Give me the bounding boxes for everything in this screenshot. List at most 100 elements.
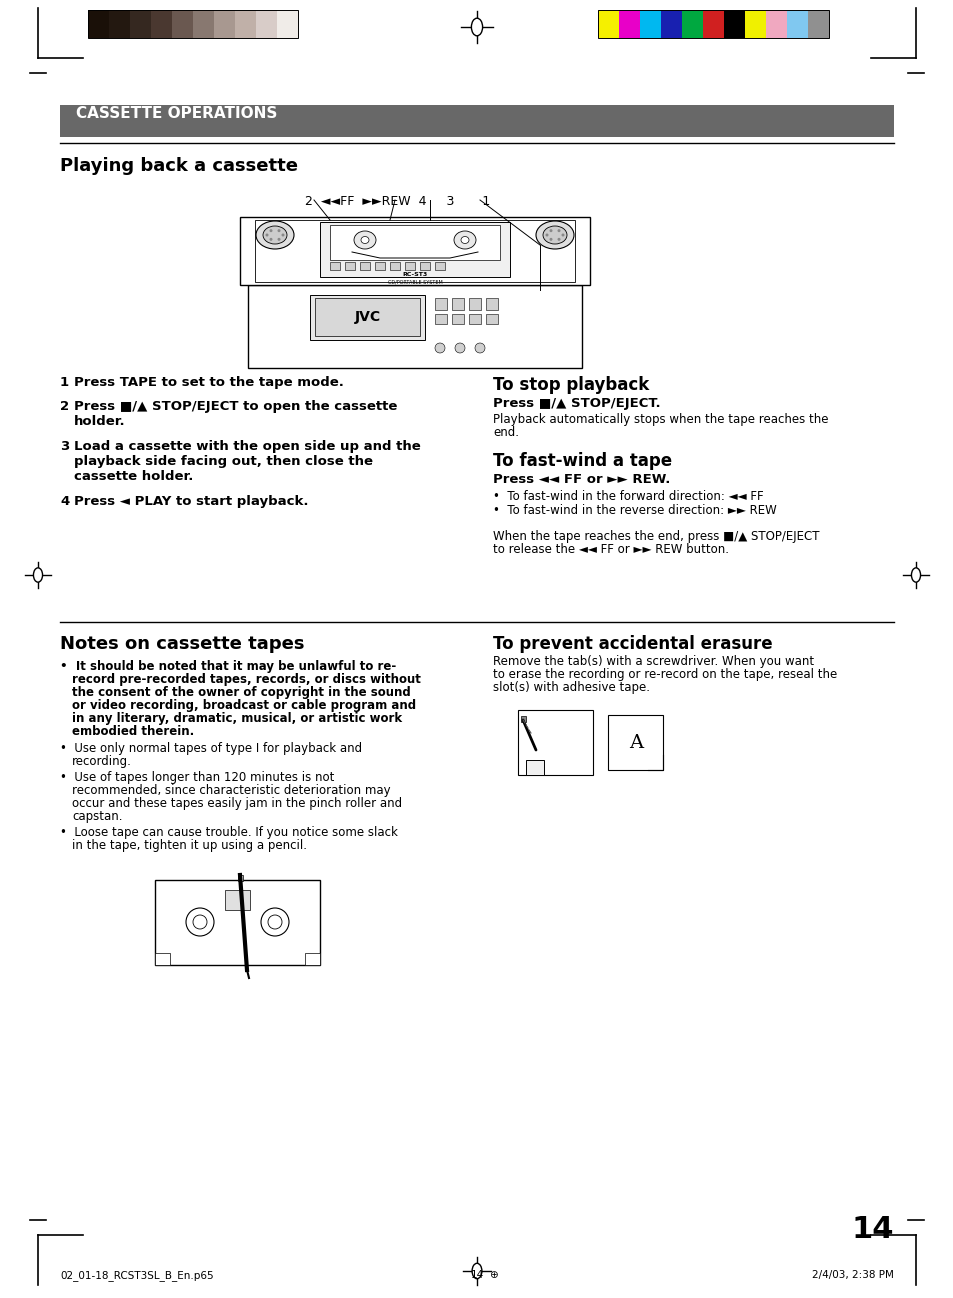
Bar — [607, 715, 662, 770]
Bar — [469, 299, 480, 310]
Bar — [435, 262, 444, 270]
Bar — [255, 10, 276, 38]
Bar — [359, 262, 370, 270]
Bar — [345, 262, 355, 270]
Bar — [319, 222, 510, 276]
Text: CD/PORTABLE SYSTEM: CD/PORTABLE SYSTEM — [387, 279, 442, 284]
Text: Press ◄◄ FF or ►► REW.: Press ◄◄ FF or ►► REW. — [493, 472, 670, 485]
Text: or video recording, broadcast or cable program and: or video recording, broadcast or cable p… — [71, 700, 416, 713]
Bar — [390, 262, 399, 270]
Ellipse shape — [472, 1263, 481, 1279]
Bar — [452, 314, 463, 324]
Bar — [88, 10, 109, 38]
Text: capstan.: capstan. — [71, 810, 122, 823]
Bar — [723, 10, 744, 38]
Bar — [469, 314, 480, 324]
Text: playback side facing out, then close the: playback side facing out, then close the — [74, 456, 373, 469]
Bar — [109, 10, 130, 38]
Bar — [786, 10, 807, 38]
Bar — [598, 10, 828, 38]
Text: To fast-wind a tape: To fast-wind a tape — [493, 452, 672, 470]
Bar — [598, 10, 618, 38]
Text: to erase the recording or re-record on the tape, reseal the: to erase the recording or re-record on t… — [493, 668, 837, 681]
Text: ⊕: ⊕ — [476, 1269, 498, 1280]
Text: Playing back a cassette: Playing back a cassette — [60, 157, 297, 175]
Bar — [485, 314, 497, 324]
Text: To stop playback: To stop playback — [493, 376, 649, 395]
Bar — [237, 875, 243, 881]
Ellipse shape — [471, 18, 482, 36]
Text: Press ■/▲ STOP/EJECT to open the cassette: Press ■/▲ STOP/EJECT to open the cassett… — [74, 400, 397, 413]
Text: embodied therein.: embodied therein. — [71, 726, 194, 739]
Bar — [172, 10, 193, 38]
Ellipse shape — [542, 226, 566, 244]
Bar — [154, 953, 170, 964]
Text: the consent of the owner of copyright in the sound: the consent of the owner of copyright in… — [71, 687, 411, 700]
Bar — [330, 225, 499, 260]
Circle shape — [455, 343, 464, 353]
Bar — [660, 10, 681, 38]
Bar — [88, 10, 297, 38]
Text: RC-ST3: RC-ST3 — [402, 273, 427, 276]
Text: Notes on cassette tapes: Notes on cassette tapes — [60, 635, 304, 653]
Circle shape — [557, 230, 560, 232]
Text: slot(s) with adhesive tape.: slot(s) with adhesive tape. — [493, 681, 649, 694]
Text: cassette holder.: cassette holder. — [74, 470, 193, 483]
Ellipse shape — [360, 236, 369, 244]
Text: 1: 1 — [60, 376, 69, 389]
Bar — [520, 716, 525, 722]
Bar — [193, 10, 213, 38]
Bar — [452, 299, 463, 310]
Text: in the tape, tighten it up using a pencil.: in the tape, tighten it up using a penci… — [71, 839, 307, 851]
Text: •  To fast-wind in the forward direction: ◄◄ FF: • To fast-wind in the forward direction:… — [493, 491, 762, 504]
Text: 2: 2 — [60, 400, 69, 413]
Circle shape — [557, 238, 560, 241]
Bar — [225, 890, 250, 910]
Ellipse shape — [33, 567, 43, 582]
Circle shape — [281, 234, 284, 236]
Ellipse shape — [263, 226, 287, 244]
Circle shape — [269, 230, 273, 232]
Circle shape — [277, 238, 280, 241]
Text: Press ■/▲ STOP/EJECT.: Press ■/▲ STOP/EJECT. — [493, 397, 659, 410]
Text: Playback automatically stops when the tape reaches the: Playback automatically stops when the ta… — [493, 413, 827, 426]
Text: 14: 14 — [851, 1215, 893, 1243]
Bar — [517, 710, 593, 775]
Text: •  It should be noted that it may be unlawful to re-: • It should be noted that it may be unla… — [60, 659, 395, 672]
Ellipse shape — [460, 236, 469, 244]
Text: 2/4/03, 2:38 PM: 2/4/03, 2:38 PM — [811, 1269, 893, 1280]
Bar — [248, 286, 581, 369]
Text: 2  ◄◄FF  ►►REW  4     3       1: 2 ◄◄FF ►►REW 4 3 1 — [305, 195, 490, 208]
Ellipse shape — [454, 231, 476, 249]
Text: Load a cassette with the open side up and the: Load a cassette with the open side up an… — [74, 440, 420, 453]
Text: Press TAPE to set to the tape mode.: Press TAPE to set to the tape mode. — [74, 376, 343, 389]
Circle shape — [545, 234, 548, 236]
Bar — [618, 10, 639, 38]
Bar — [435, 299, 447, 310]
Text: •  Loose tape can cause trouble. If you notice some slack: • Loose tape can cause trouble. If you n… — [60, 826, 397, 839]
Bar — [254, 219, 575, 282]
Bar — [419, 262, 430, 270]
Text: occur and these tapes easily jam in the pinch roller and: occur and these tapes easily jam in the … — [71, 797, 402, 810]
Text: When the tape reaches the end, press ■/▲ STOP/EJECT: When the tape reaches the end, press ■/▲… — [493, 530, 819, 543]
Bar — [435, 314, 447, 324]
Ellipse shape — [536, 221, 574, 249]
Ellipse shape — [910, 567, 920, 582]
Bar — [234, 10, 255, 38]
Bar — [240, 217, 589, 286]
Circle shape — [269, 238, 273, 241]
Text: in any literary, dramatic, musical, or artistic work: in any literary, dramatic, musical, or a… — [71, 713, 402, 726]
Bar — [744, 10, 765, 38]
Circle shape — [549, 238, 552, 241]
Text: CASSETTE OPERATIONS: CASSETTE OPERATIONS — [76, 106, 277, 121]
Ellipse shape — [255, 221, 294, 249]
Bar — [330, 262, 339, 270]
Text: •  Use only normal tapes of type I for playback and: • Use only normal tapes of type I for pl… — [60, 742, 362, 755]
Bar — [405, 262, 415, 270]
Bar — [151, 10, 172, 38]
Bar — [60, 105, 893, 138]
Bar — [305, 953, 319, 964]
Text: To prevent accidental erasure: To prevent accidental erasure — [493, 635, 772, 653]
Circle shape — [277, 230, 280, 232]
Bar — [702, 10, 723, 38]
